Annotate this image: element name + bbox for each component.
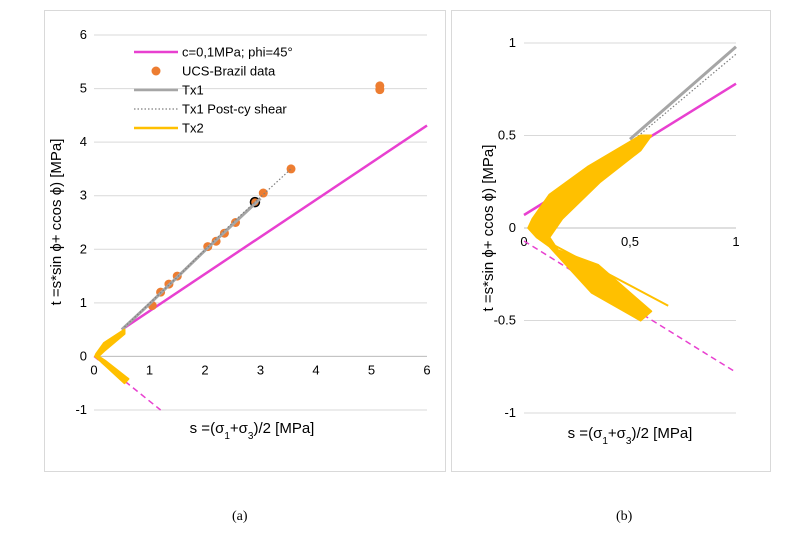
y-tick-label: 1 [509, 35, 516, 50]
y-tick-label: 2 [80, 241, 87, 256]
series-line-c-0-1mpa-phi-45- [121, 124, 428, 331]
y-tick-label: 0 [80, 348, 87, 363]
x-tick-label: 5 [368, 362, 375, 377]
y-tick-label: 3 [80, 188, 87, 203]
y-tick-label: -0.5 [494, 313, 516, 328]
y-tick-label: 1 [80, 295, 87, 310]
series-band-tx2 [527, 134, 653, 322]
chart-panel-b [451, 10, 771, 472]
x-tick-label: 3 [257, 362, 264, 377]
legend-marker-ucs [151, 66, 161, 76]
x-axis-label-part: +σ [230, 420, 249, 437]
x-tick-label: 1 [146, 362, 153, 377]
legend-label: c=0,1MPa; phi=45° [182, 45, 293, 60]
legend-label: Tx1 Post-cy shear [182, 102, 287, 117]
series-line-tx1 [629, 45, 737, 141]
caption-a: (a) [232, 509, 248, 524]
x-axis-label-part: 3 [626, 436, 632, 447]
caption-b: (b) [616, 509, 633, 524]
chart-b: -1-0.500.510 0,5 1s =(σ1+σ3)/2 [MPa]t =s*s… [480, 35, 740, 447]
series-line-tx2-branch [548, 241, 669, 307]
x-axis-label-part: )/2 [MPa] [631, 425, 692, 442]
y-tick-label: 4 [80, 134, 87, 149]
y-tick-label: 0.5 [498, 128, 516, 143]
x-axis-label-part: 1 [224, 431, 230, 442]
y-axis-label: t =s*sin ϕ+ ccos ϕ) [MPa] [480, 145, 497, 312]
series-band-tx2 [94, 328, 130, 385]
legend-label: UCS-Brazil data [182, 64, 276, 79]
series-line-tx1-post-cy-shear [124, 168, 292, 328]
x-tick-label: 6 [423, 362, 430, 377]
series-line-tx1-post-cy-shear [629, 53, 737, 144]
x-tick-label: 4 [312, 362, 319, 377]
y-axis-label: t =s*sin ϕ+ ccos ϕ) [MPa] [48, 139, 65, 306]
y-tick-label: 5 [80, 81, 87, 96]
x-axis-label-part: s =(σ [568, 425, 603, 442]
plot-area-b [523, 45, 737, 373]
x-tick-label: 1 [732, 234, 739, 249]
x-axis-label-part: s =(σ [190, 420, 225, 437]
legend-label: Tx2 [182, 121, 204, 136]
y-tick-label: 6 [80, 27, 87, 42]
y-tick-label: -1 [504, 405, 516, 420]
y-tick-label: 0 [509, 220, 516, 235]
x-axis-label: s =(σ1+σ3)/2 [MPa] [190, 420, 315, 442]
y-tick-label: -1 [75, 402, 87, 417]
x-tick-label: 0,5 [621, 234, 639, 249]
x-tick-label: 0 [90, 362, 97, 377]
ucs-brazil-point [286, 164, 296, 174]
x-axis-label: s =(σ1+σ3)/2 [MPa] [568, 425, 693, 447]
ucs-brazil-point [258, 188, 268, 198]
legend-label: Tx1 [182, 83, 204, 98]
x-axis-label-part: +σ [608, 425, 627, 442]
plot-area-a [93, 81, 428, 411]
ucs-brazil-point [375, 85, 385, 95]
x-tick-label: 2 [201, 362, 208, 377]
x-axis-label-part: 1 [602, 436, 608, 447]
x-axis-label-part: )/2 [MPa] [253, 420, 314, 437]
x-axis-label-part: 3 [248, 431, 254, 442]
